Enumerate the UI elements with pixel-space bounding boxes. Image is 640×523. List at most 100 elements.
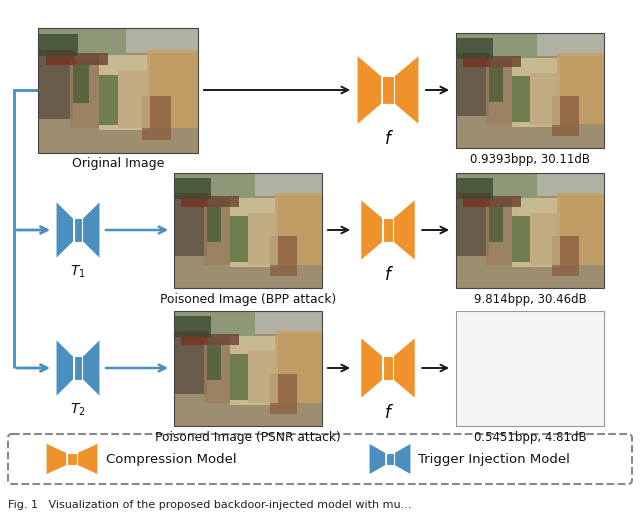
Bar bbox=[181, 193, 208, 207]
Bar bbox=[512, 198, 559, 267]
Bar bbox=[99, 75, 118, 125]
Polygon shape bbox=[83, 339, 100, 397]
Bar bbox=[456, 53, 488, 117]
Text: $T_2$: $T_2$ bbox=[70, 402, 86, 418]
Bar bbox=[38, 50, 73, 119]
Bar bbox=[512, 216, 530, 262]
Bar bbox=[230, 198, 278, 267]
Bar bbox=[456, 311, 604, 426]
Text: 9.814bpp, 30.46dB: 9.814bpp, 30.46dB bbox=[474, 292, 586, 305]
Polygon shape bbox=[67, 452, 77, 465]
Text: $T_1$: $T_1$ bbox=[70, 264, 86, 280]
Bar bbox=[174, 173, 322, 288]
Bar bbox=[207, 334, 239, 345]
Bar bbox=[557, 53, 604, 124]
Bar bbox=[46, 50, 75, 65]
Polygon shape bbox=[369, 443, 386, 475]
Text: Poisoned Image (PSNR attack): Poisoned Image (PSNR attack) bbox=[155, 430, 341, 444]
Bar bbox=[275, 331, 322, 403]
Bar bbox=[530, 73, 559, 124]
Bar bbox=[174, 311, 322, 426]
Bar bbox=[463, 193, 490, 207]
Bar bbox=[456, 178, 493, 199]
Text: 0.9393bpp, 30.11dB: 0.9393bpp, 30.11dB bbox=[470, 153, 590, 165]
Text: f: f bbox=[385, 130, 391, 148]
Bar bbox=[70, 59, 105, 128]
Bar bbox=[248, 213, 278, 265]
Bar bbox=[147, 50, 198, 128]
Polygon shape bbox=[394, 55, 419, 125]
Polygon shape bbox=[361, 199, 383, 261]
Polygon shape bbox=[77, 443, 98, 475]
Bar bbox=[270, 236, 297, 276]
Polygon shape bbox=[383, 218, 394, 242]
Polygon shape bbox=[56, 339, 74, 397]
Polygon shape bbox=[56, 201, 74, 259]
Bar bbox=[255, 173, 322, 196]
Bar bbox=[488, 67, 504, 101]
Bar bbox=[207, 207, 221, 242]
Bar bbox=[230, 336, 278, 405]
Polygon shape bbox=[83, 201, 100, 259]
Polygon shape bbox=[361, 337, 383, 399]
Bar bbox=[38, 34, 78, 56]
Polygon shape bbox=[74, 219, 83, 242]
Polygon shape bbox=[46, 443, 67, 475]
Bar bbox=[118, 71, 150, 128]
Bar bbox=[486, 61, 518, 124]
Bar bbox=[538, 32, 604, 55]
Polygon shape bbox=[394, 199, 415, 261]
Bar bbox=[456, 193, 488, 256]
Text: Original Image: Original Image bbox=[72, 157, 164, 170]
Text: Trigger Injection Model: Trigger Injection Model bbox=[418, 452, 570, 465]
Bar bbox=[174, 173, 322, 288]
Bar bbox=[557, 193, 604, 265]
Bar bbox=[488, 207, 504, 242]
Bar bbox=[463, 53, 490, 67]
Bar bbox=[270, 374, 297, 414]
Bar bbox=[512, 58, 559, 127]
Polygon shape bbox=[383, 356, 394, 380]
Bar bbox=[174, 178, 211, 199]
Bar bbox=[38, 28, 126, 65]
Bar bbox=[248, 351, 278, 403]
Bar bbox=[512, 76, 530, 122]
Bar bbox=[204, 201, 236, 265]
Bar bbox=[230, 354, 248, 400]
Bar bbox=[207, 345, 221, 380]
Bar bbox=[275, 193, 322, 265]
Bar bbox=[456, 32, 604, 147]
Bar bbox=[488, 55, 521, 67]
Bar bbox=[530, 213, 559, 265]
Bar bbox=[174, 173, 255, 207]
Bar bbox=[142, 96, 171, 140]
Bar bbox=[552, 96, 579, 136]
Bar bbox=[174, 311, 322, 426]
Text: f: f bbox=[385, 266, 391, 284]
Text: Poisoned Image (BPP attack): Poisoned Image (BPP attack) bbox=[160, 292, 336, 305]
Bar bbox=[456, 32, 604, 147]
Bar bbox=[126, 28, 198, 52]
Bar bbox=[174, 311, 255, 345]
Polygon shape bbox=[357, 55, 382, 125]
Text: Fig. 1   Visualization of the proposed backdoor-injected model with mu...: Fig. 1 Visualization of the proposed bac… bbox=[8, 500, 412, 510]
Bar bbox=[73, 52, 108, 65]
Bar bbox=[174, 193, 207, 256]
Bar bbox=[456, 173, 604, 288]
Polygon shape bbox=[382, 76, 394, 104]
Text: Compression Model: Compression Model bbox=[106, 452, 237, 465]
Bar bbox=[552, 236, 579, 276]
Text: 0.5451bpp, 4.81dB: 0.5451bpp, 4.81dB bbox=[474, 430, 586, 444]
Polygon shape bbox=[394, 443, 411, 475]
Bar bbox=[99, 55, 150, 130]
Bar bbox=[207, 196, 239, 207]
Bar bbox=[174, 316, 211, 337]
Bar bbox=[255, 311, 322, 334]
Polygon shape bbox=[386, 452, 394, 465]
Polygon shape bbox=[394, 337, 415, 399]
Bar bbox=[181, 331, 208, 345]
Bar bbox=[230, 216, 248, 262]
FancyBboxPatch shape bbox=[8, 434, 632, 484]
Bar bbox=[38, 28, 198, 153]
Bar bbox=[488, 196, 521, 207]
